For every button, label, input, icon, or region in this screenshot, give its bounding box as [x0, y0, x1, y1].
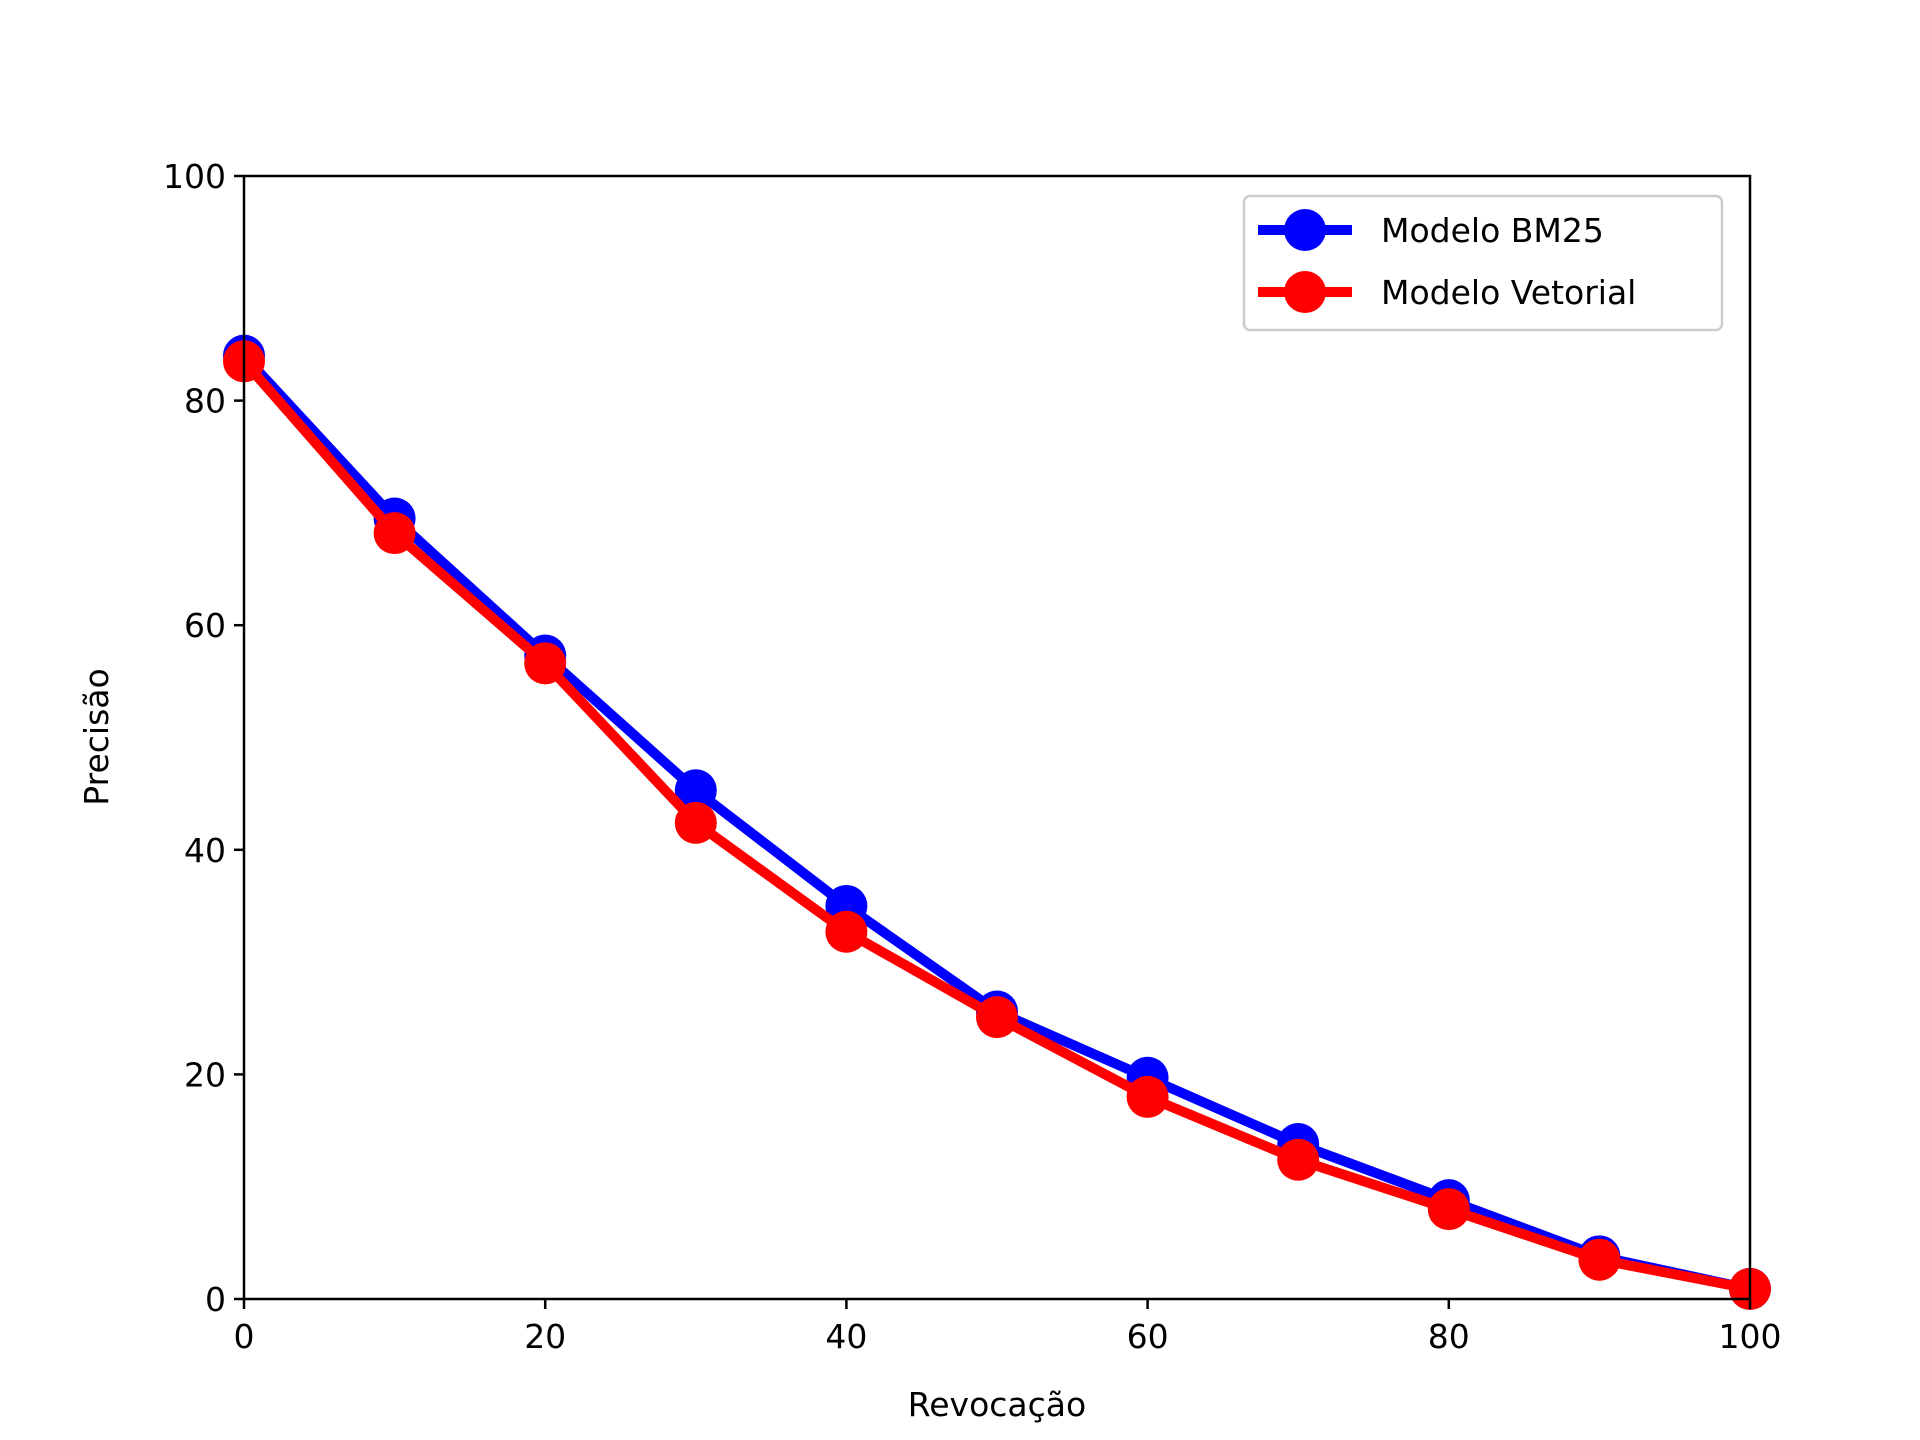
x-axis-label: Revocação [908, 1385, 1086, 1424]
legend-entry: Modelo Vetorial [1258, 271, 1636, 313]
legend-label: Modelo Vetorial [1381, 273, 1636, 312]
legend-box [1242, 194, 1724, 332]
x-tick-label: 0 [234, 1317, 255, 1356]
axes-frame [242, 174, 1752, 1301]
y-tick-label: 60 [184, 606, 226, 645]
legend-label: Modelo BM25 [1381, 211, 1604, 250]
data-point [1277, 1138, 1320, 1181]
legend-entry: Modelo BM25 [1258, 209, 1604, 251]
data-point [976, 996, 1018, 1039]
y-tick-label: 100 [163, 157, 226, 196]
data-point [1427, 1188, 1470, 1231]
data-point [674, 769, 717, 812]
data-point [1126, 1075, 1169, 1118]
legend-marker [1284, 209, 1326, 251]
y-tick-label: 0 [205, 1280, 226, 1319]
y-tick-label: 20 [184, 1055, 226, 1094]
data-point [825, 910, 868, 953]
x-tick-label: 80 [1428, 1317, 1470, 1356]
x-tick-label: 20 [524, 1317, 566, 1356]
y-tick-label: 40 [184, 831, 226, 870]
plot-layer [223, 334, 1771, 1310]
data-point [674, 801, 717, 844]
x-tick-label: 40 [825, 1317, 867, 1356]
y-axis-label: Precisão [77, 668, 116, 805]
legend: Modelo BM25 Modelo Vetorial [1242, 194, 1724, 332]
ticks-layer: 0 20 40 60 80 100 0 20 40 60 80 100 [163, 157, 1782, 1356]
data-point [373, 512, 416, 555]
data-point [524, 642, 567, 685]
legend-marker [1284, 271, 1326, 313]
y-tick-label: 80 [184, 382, 226, 421]
x-tick-label: 60 [1127, 1317, 1169, 1356]
data-point [1578, 1238, 1621, 1281]
series-2 [223, 340, 1771, 1310]
x-tick-label: 100 [1719, 1317, 1782, 1356]
